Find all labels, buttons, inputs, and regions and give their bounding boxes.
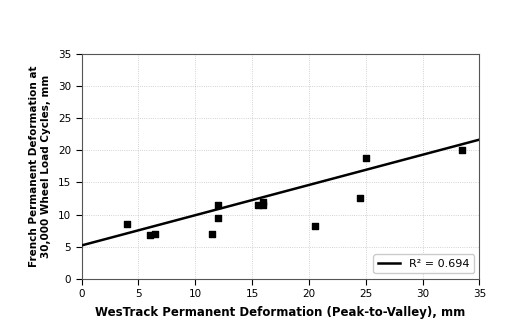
Point — [310, 223, 318, 229]
Point — [361, 155, 369, 161]
Point — [213, 202, 221, 208]
Point — [355, 196, 363, 201]
Point — [213, 215, 221, 220]
Text: Figure 5.: Figure 5. — [5, 17, 58, 27]
Point — [458, 148, 466, 153]
Legend: R² = 0.694: R² = 0.694 — [373, 254, 473, 273]
Point — [146, 233, 154, 238]
Text: Figure 5. French Rutting Tester results vs. WesTrack performance.: Figure 5. French Rutting Tester results … — [5, 17, 346, 27]
Point — [151, 231, 159, 237]
Point — [253, 202, 261, 208]
Point — [123, 221, 131, 227]
X-axis label: WesTrack Permanent Deformation (Peak-to-Valley), mm: WesTrack Permanent Deformation (Peak-to-… — [95, 306, 465, 319]
Point — [259, 202, 267, 208]
Y-axis label: French Permanent Deformation at
30,000 Wheel Load Cycles, mm: French Permanent Deformation at 30,000 W… — [30, 66, 51, 267]
Point — [259, 199, 267, 204]
Point — [208, 231, 216, 237]
